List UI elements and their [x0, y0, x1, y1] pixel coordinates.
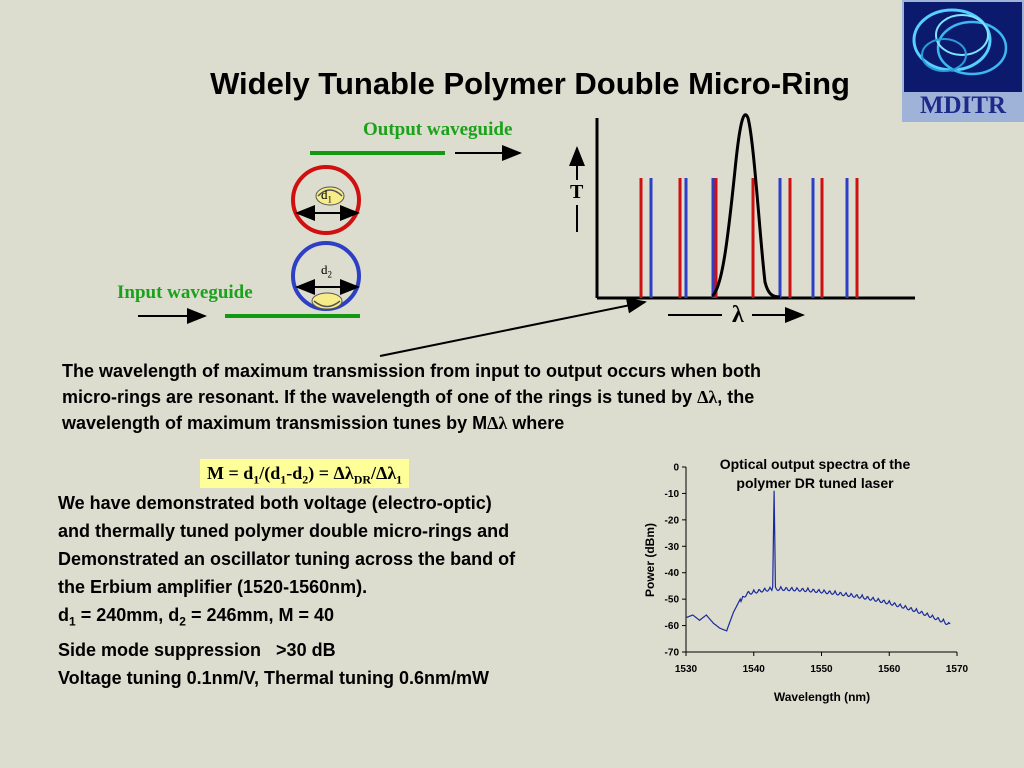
results-line: d1 = 240mm, d2 = 246mm, M = 40: [58, 605, 335, 629]
y-tick-label: -70: [665, 648, 680, 659]
spectrum-chart: 0 -10 -20 -30 -40 -50 -60 -70 1530 1540 1550 1560 15…: [643, 463, 969, 705]
x-tick-label: 1570: [946, 664, 969, 675]
results-list: We have demonstrated both voltage (elect…: [58, 489, 658, 692]
wavelength-axis-label: λ: [732, 302, 744, 328]
transmission-peak: [710, 113, 781, 299]
paragraph-line-1: The wavelength of maximum transmission f…: [62, 361, 762, 381]
y-tick-label: -60: [665, 621, 680, 632]
spectrum-series-line: [685, 490, 951, 632]
y-tick-label: -30: [665, 542, 680, 553]
y-tick-label: -20: [665, 515, 680, 526]
y-tick-label: -40: [665, 568, 680, 579]
results-line: Side mode suppression >30 dB: [58, 639, 336, 660]
d1-label: d1: [321, 187, 332, 205]
logo-text: MDITR: [919, 92, 1007, 119]
x-tick-label: 1540: [743, 664, 766, 675]
y-tick-label: -10: [665, 489, 680, 500]
output-waveguide-label: Output waveguide: [363, 119, 513, 140]
ring-1: [291, 165, 361, 235]
x-tick-label: 1550: [810, 664, 833, 675]
paragraph-line-3: wavelength of maximum transmission tunes…: [62, 413, 565, 433]
results-line: the Erbium amplifier (1520-1560nm).: [58, 577, 368, 597]
ring-2-resonances: [649, 178, 849, 298]
results-line: We have demonstrated both voltage (elect…: [58, 493, 492, 513]
x-tick-label: 1560: [878, 664, 901, 675]
page-title: Widely Tunable Polymer Double Micro-Ring: [210, 66, 850, 101]
chart-title: Optical output spectra of the polymer DR…: [719, 456, 911, 491]
description-paragraph: The wavelength of maximum transmission f…: [62, 358, 962, 436]
results-line: Demonstrated an oscillator tuning across…: [58, 549, 516, 569]
mditr-logo: [902, 0, 1024, 122]
y-tick-label: -50: [665, 595, 680, 606]
x-axis-label: Wavelength (nm): [774, 690, 870, 704]
paragraph-line-2: micro-rings are resonant. If the wavelen…: [62, 387, 755, 407]
d2-label: d2: [321, 262, 332, 280]
x-tick-label: 1530: [675, 664, 698, 675]
transmission-axis-label: T: [570, 181, 584, 203]
results-line: Voltage tuning 0.1nm/V, Thermal tuning 0…: [58, 667, 490, 688]
pointer-line: [379, 297, 647, 357]
formula-box: M = d1/(d1-d2) = ΔλDR/Δλ1: [200, 459, 410, 488]
input-waveguide-label: Input waveguide: [117, 282, 253, 303]
ring-1-resonances: [639, 178, 859, 298]
y-axis-label: Power (dBm): [643, 523, 657, 597]
results-line: and thermally tuned polymer double micro…: [58, 521, 510, 541]
y-tick-label: 0: [673, 463, 679, 474]
